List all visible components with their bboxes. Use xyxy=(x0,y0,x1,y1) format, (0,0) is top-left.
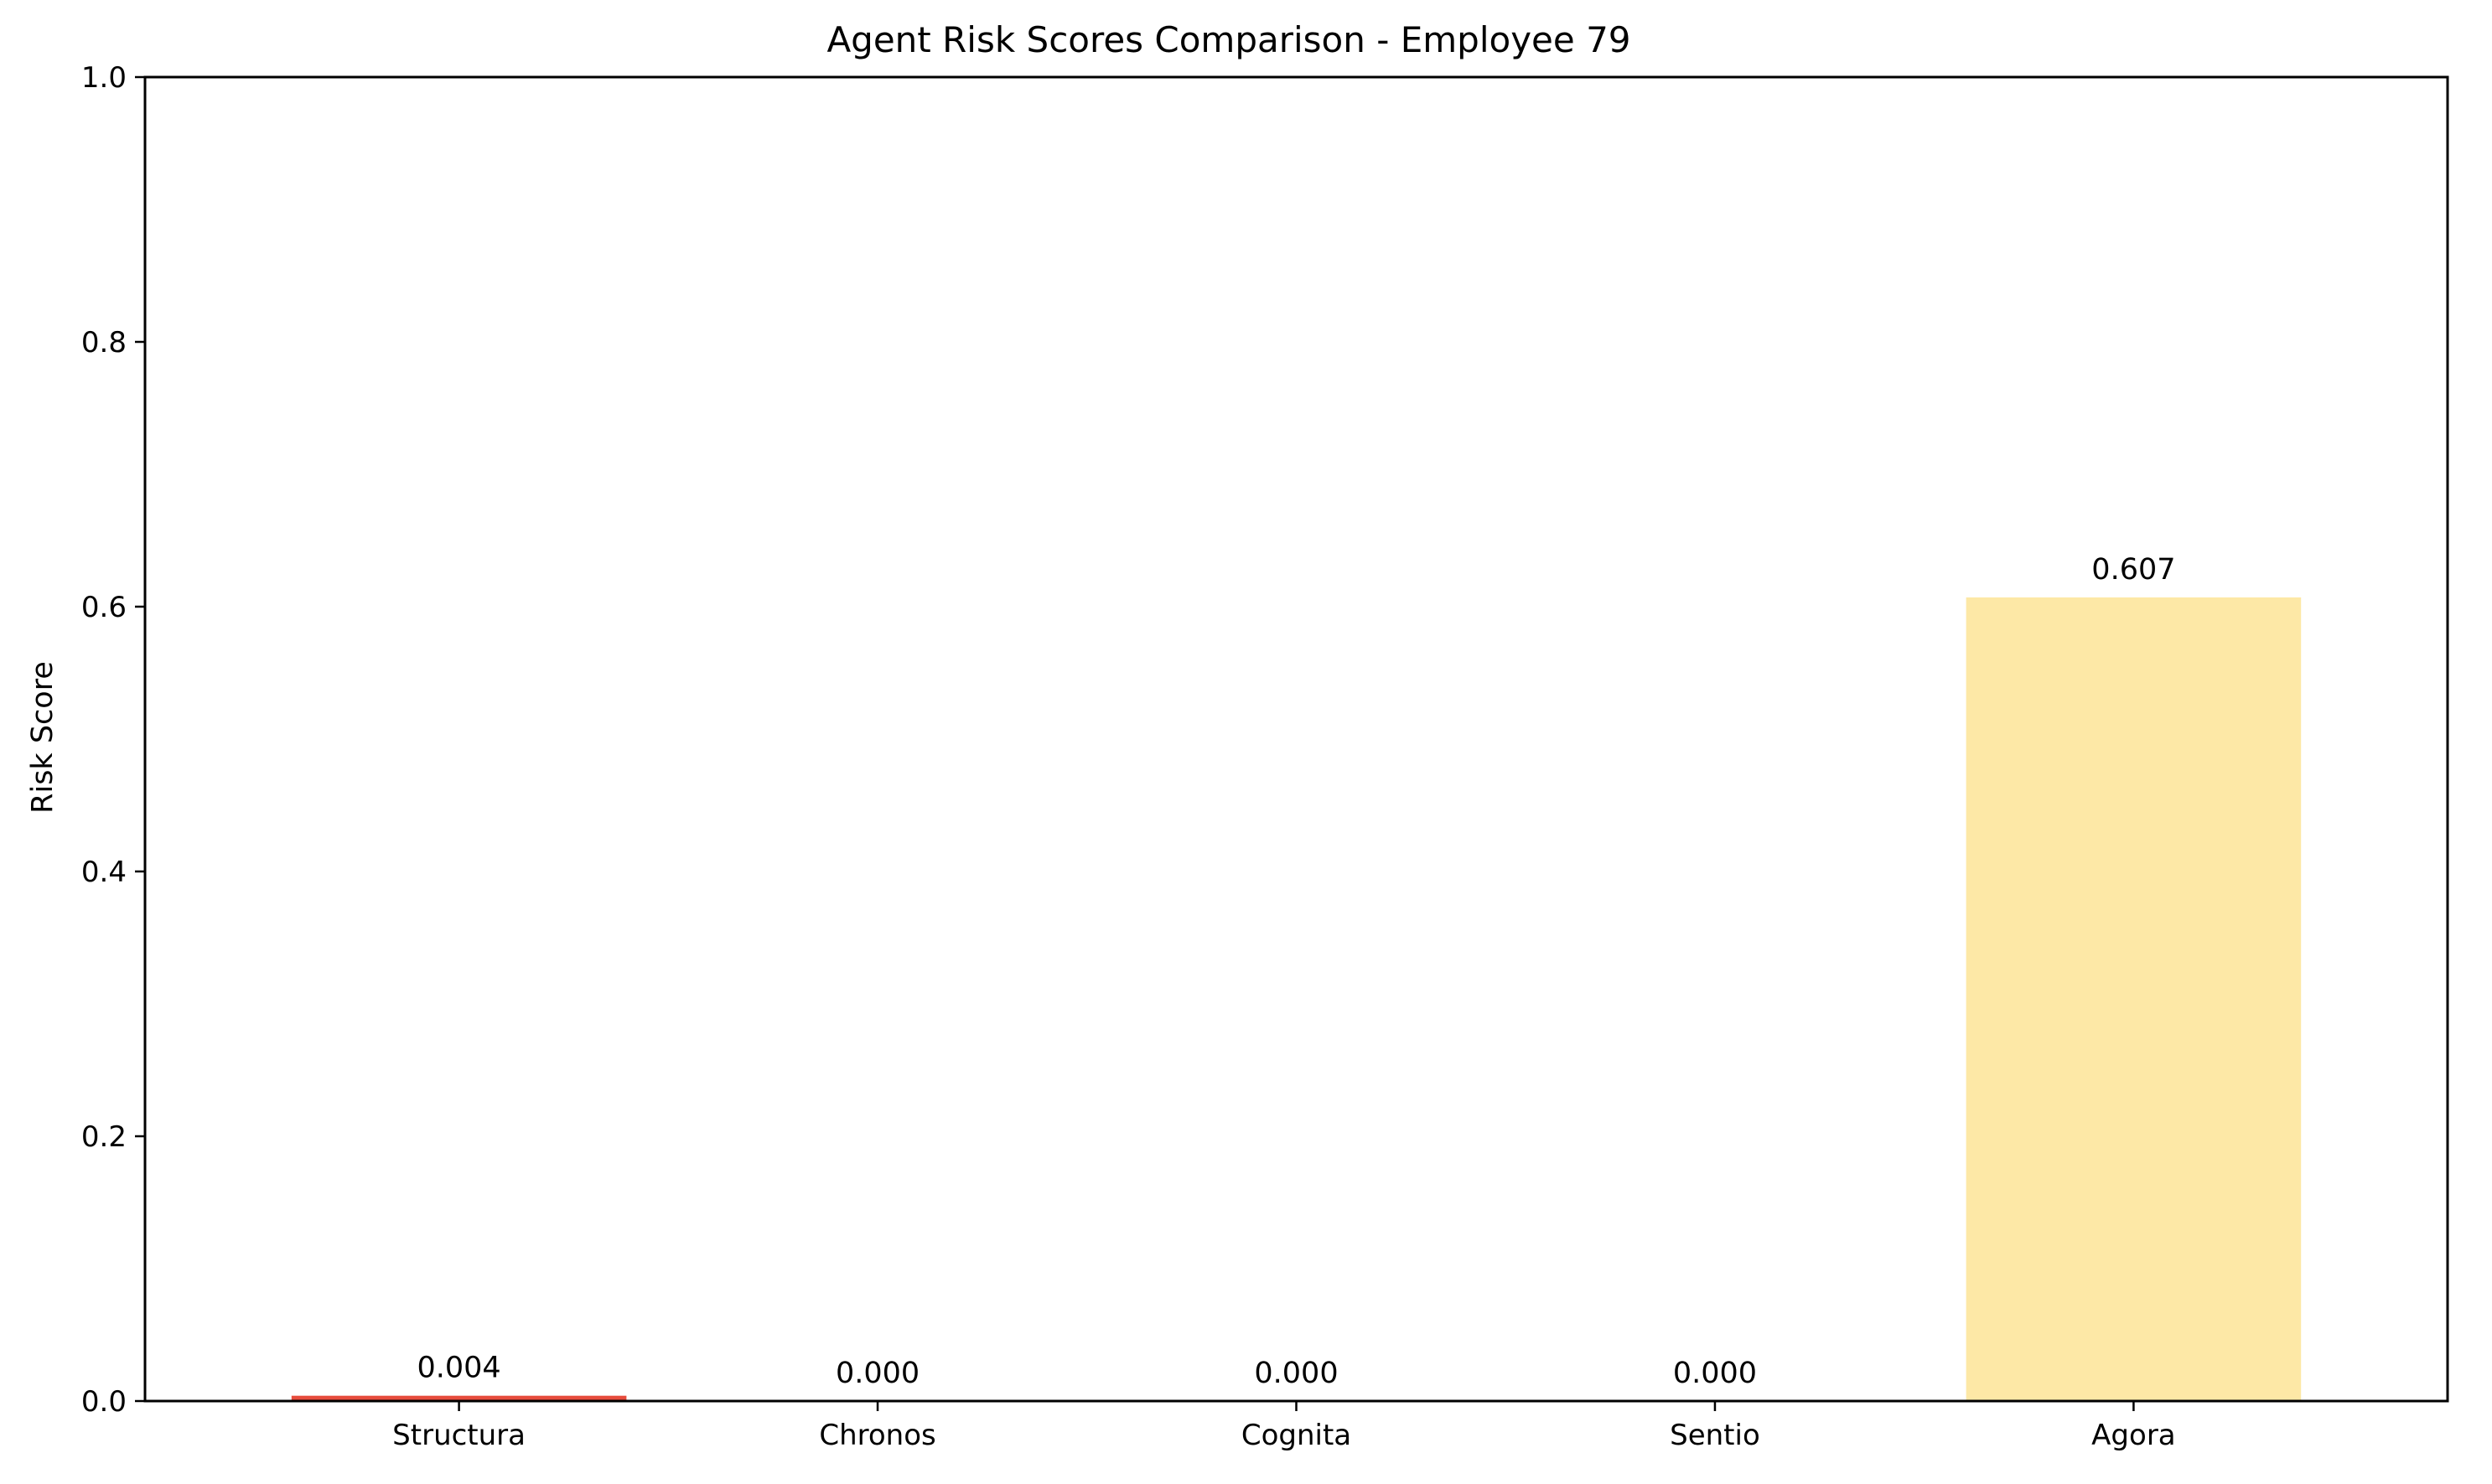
value-labels-group: 0.004 0.000 0.000 0.000 0.607 xyxy=(417,553,2175,1390)
y-axis-label: Risk Score xyxy=(26,661,60,814)
bars-group xyxy=(291,597,2302,1401)
y-tick-label: 1.0 xyxy=(81,61,127,95)
bar-structura xyxy=(291,1395,627,1401)
y-tick-label: 0.2 xyxy=(81,1120,127,1154)
y-tick-label: 0.4 xyxy=(81,856,127,889)
y-tick-label: 0.6 xyxy=(81,591,127,624)
value-label-sentio: 0.000 xyxy=(1673,1357,1757,1390)
x-tick-label-structura: Structura xyxy=(392,1419,526,1452)
value-label-agora: 0.607 xyxy=(2091,553,2175,587)
plot-area-frame xyxy=(143,75,2449,1403)
bar-agora xyxy=(1966,597,2302,1401)
value-label-structura: 0.004 xyxy=(417,1352,500,1385)
x-tick-label-cognita: Cognita xyxy=(1241,1419,1351,1452)
y-axis-ticks: 0.0 0.2 0.4 0.6 0.8 1.0 xyxy=(81,61,145,1419)
value-label-chronos: 0.000 xyxy=(836,1357,920,1390)
x-tick-label-chronos: Chronos xyxy=(819,1419,935,1452)
x-tick-label-agora: Agora xyxy=(2091,1419,2175,1452)
y-tick-label: 0.0 xyxy=(81,1385,127,1419)
x-axis-ticks: Structura Chronos Cognita Sentio Agora xyxy=(392,1401,2176,1452)
chart-title: Agent Risk Scores Comparison - Employee … xyxy=(826,19,1630,60)
y-tick-label: 0.8 xyxy=(81,326,127,359)
x-tick-label-sentio: Sentio xyxy=(1670,1419,1760,1452)
value-label-cognita: 0.000 xyxy=(1254,1357,1338,1390)
